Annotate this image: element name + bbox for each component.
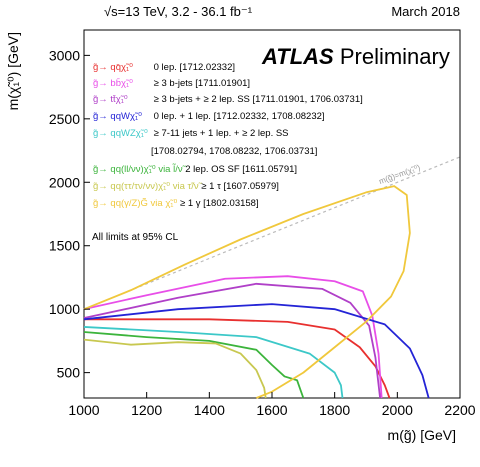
energy-lumi-label: √s=13 TeV, 3.2 - 36.1 fb⁻¹ xyxy=(104,4,253,19)
series-layer xyxy=(83,185,430,399)
series-line-1 xyxy=(83,275,383,399)
legend-continuation: [1708.02794, 1708.08232, 1706.03731] xyxy=(151,146,318,157)
legend-process: g̃→ qq(ττ/τν/νν)χ̃₁⁰ via τ̃/ν̃ xyxy=(93,181,199,192)
y-tick-label-4: 2500 xyxy=(49,111,80,127)
x-tick-label-2: 1400 xyxy=(194,402,225,418)
x-tick-label-3: 1600 xyxy=(256,402,287,418)
legend-item-1: g̃→ bb̄χ̃₁⁰ ≥ 3 b-jets [1711.01901] xyxy=(93,78,250,90)
series-line-0 xyxy=(84,318,391,399)
legend-description: ≥ 3 b-jets [1711.01901] xyxy=(151,78,251,89)
legend-description: ≥ 1 τ [1607.05979] xyxy=(198,181,279,192)
legend-process: g̃→ qq(γ/Z)G̃ via χ̃₁⁰ xyxy=(93,198,178,209)
legend-process: g̃→ qq(ll/νν)χ̃₁⁰ via l̃/ν̃ xyxy=(93,164,183,175)
x-tick-label-4: 1800 xyxy=(319,402,350,418)
y-axis-label: m(χ̃₁⁰) [GeV] xyxy=(5,32,21,110)
x-tick-label-6: 2200 xyxy=(444,402,475,418)
series-line-5 xyxy=(83,331,305,399)
atlas-tag: Preliminary xyxy=(339,44,450,69)
date-label: March 2018 xyxy=(391,4,460,19)
kinematic-diagonal xyxy=(83,156,461,310)
legend-description: 0 lep. [1712.02332] xyxy=(151,62,235,73)
x-tick-label-0: 1000 xyxy=(68,402,99,418)
series-line-6 xyxy=(83,338,267,399)
x-tick-label-5: 2000 xyxy=(382,402,413,418)
legend-process: g̃→ qqWZχ̃₁⁰ xyxy=(93,128,148,139)
legend-item-5: g̃→ qq(ll/νν)χ̃₁⁰ via l̃/ν̃ 2 lep. OS SF… xyxy=(93,164,297,176)
atlas-label: ATLAS Preliminary xyxy=(262,44,450,70)
ticks-layer: 1000 1200 1400 1600 1800 2000 2200 500 1000 1500 2… xyxy=(49,47,476,418)
legend-description: 0 lep. + 1 lep. [1712.02332, 1708.08232] xyxy=(151,111,325,122)
legend-description: ≥ 1 γ [1802.03158] xyxy=(177,198,259,209)
y-tick-label-1: 1000 xyxy=(49,301,80,317)
y-tick-label-5: 3000 xyxy=(49,47,80,63)
legend-item-6: g̃→ qq(ττ/τν/νν)χ̃₁⁰ via τ̃/ν̃ ≥ 1 τ [16… xyxy=(93,181,279,193)
legend-item-3: g̃→ qqWχ̃₁⁰ 0 lep. + 1 lep. [1712.02332,… xyxy=(93,111,325,123)
legend-item-4: g̃→ qqWZχ̃₁⁰ ≥ 7-11 jets + 1 lep. + ≥ 2 … xyxy=(93,128,289,140)
series-line-4 xyxy=(83,326,344,399)
legend-item-2: g̃→ tt̄χ̃₁⁰ ≥ 3 b-jets + ≥ 2 lep. SS [17… xyxy=(93,94,363,106)
legend-description: 2 lep. OS SF [1611.05791] xyxy=(182,164,298,175)
x-tick-label-1: 1200 xyxy=(131,402,162,418)
y-tick-label-3: 2000 xyxy=(49,174,80,190)
legend-item-0: g̃→ qq̄χ̃₁⁰ 0 lep. [1712.02332] xyxy=(93,62,235,74)
legend-process: g̃→ tt̄χ̃₁⁰ xyxy=(93,94,128,105)
y-tick-label-2: 1500 xyxy=(49,238,80,254)
x-axis-label: m(g̃) [GeV] xyxy=(388,427,456,443)
series-line-7 xyxy=(83,185,411,399)
legend-process: g̃→ qqWχ̃₁⁰ xyxy=(93,111,142,122)
legend-process: g̃→ bb̄χ̃₁⁰ xyxy=(93,78,133,89)
atlas-brand: ATLAS xyxy=(262,44,334,69)
legend-description: ≥ 3 b-jets + ≥ 2 lep. SS [1711.01901, 17… xyxy=(151,94,363,105)
series-line-3 xyxy=(83,303,430,399)
legend-process: g̃→ qq̄χ̃₁⁰ xyxy=(93,62,133,73)
cl-note: All limits at 95% CL xyxy=(92,232,179,243)
legend-item-7: g̃→ qq(γ/Z)G̃ via χ̃₁⁰ ≥ 1 γ [1802.03158… xyxy=(93,198,259,210)
y-tick-label-0: 500 xyxy=(57,365,81,381)
series-line-2 xyxy=(83,282,381,399)
legend-description: ≥ 7-11 jets + 1 lep. + ≥ 2 lep. SS xyxy=(151,128,289,139)
